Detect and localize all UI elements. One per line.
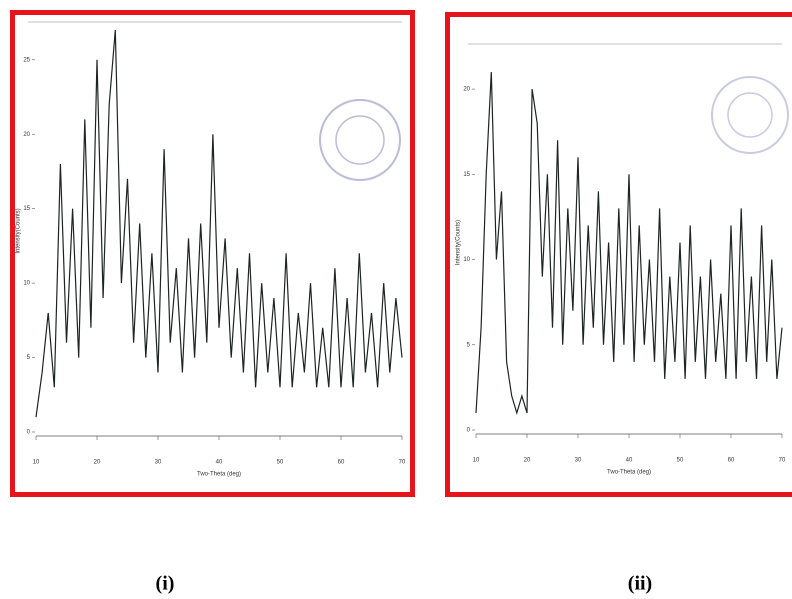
y-axis-label: Intensity(Counts) [16, 208, 22, 253]
panel-frame [445, 12, 792, 497]
x-tick-label: 40 [216, 460, 223, 466]
data-line [475, 72, 783, 416]
data-line [35, 29, 403, 418]
x-tick-label: 40 [626, 458, 633, 464]
y-tick-label: 20 [23, 132, 30, 138]
x-tick-label: 10 [33, 460, 40, 466]
x-tick-label: 20 [94, 460, 101, 466]
caption: (i) [156, 573, 175, 595]
caption: (ii) [628, 573, 652, 595]
y-axis-label: Intensity(Counts) [456, 220, 462, 265]
stamp [319, 99, 401, 181]
x-tick-label: 30 [155, 460, 162, 466]
y-tick-label: 5 [467, 342, 471, 348]
y-tick-label: 15 [463, 172, 470, 178]
panel-frame [10, 10, 415, 497]
y-tick-label: 10 [463, 257, 470, 263]
y-tick-label: 10 [23, 281, 30, 287]
x-tick-label: 50 [277, 460, 284, 466]
y-tick-label: 25 [23, 57, 30, 63]
y-tick-label: 20 [463, 87, 470, 93]
x-tick-label: 70 [779, 458, 786, 464]
y-tick-label: 5 [27, 355, 31, 361]
y-tick-label: 0 [467, 428, 471, 434]
y-tick-label: 15 [23, 206, 30, 212]
y-tick-label: 0 [27, 430, 31, 436]
x-axis-label: Two-Theta (deg) [197, 472, 241, 478]
x-axis-label: Two-Theta (deg) [607, 470, 651, 476]
stamp [711, 76, 789, 154]
x-tick-label: 70 [399, 460, 406, 466]
x-tick-label: 20 [524, 458, 531, 464]
x-tick-label: 60 [338, 460, 345, 466]
x-tick-label: 10 [473, 458, 480, 464]
x-tick-label: 60 [728, 458, 735, 464]
x-tick-label: 50 [677, 458, 684, 464]
x-tick-label: 30 [575, 458, 582, 464]
